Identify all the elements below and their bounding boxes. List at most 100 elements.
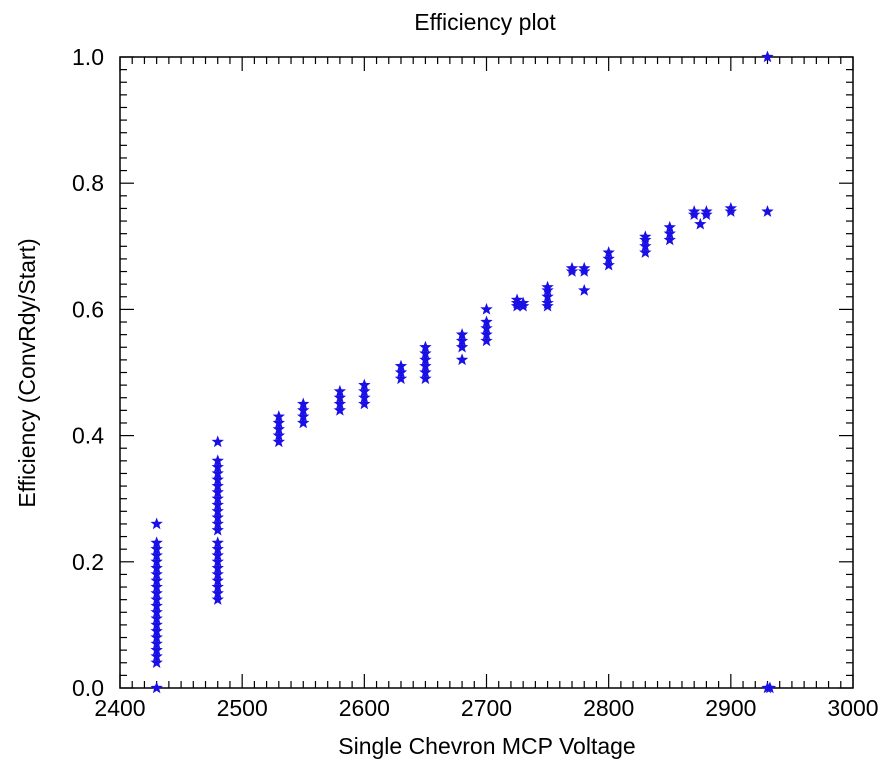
- data-point: [578, 283, 591, 296]
- data-point: [150, 599, 163, 612]
- x-tick-label: 2800: [583, 695, 634, 721]
- data-point: [150, 580, 163, 593]
- data-point: [541, 299, 554, 312]
- data-point: [150, 649, 163, 662]
- data-point: [211, 536, 224, 549]
- y-tick-label: 0.2: [72, 549, 104, 575]
- data-point: [211, 580, 224, 593]
- data-point: [211, 593, 224, 605]
- data-point: [419, 366, 432, 378]
- data-point: [724, 205, 738, 217]
- data-point: [297, 410, 310, 422]
- data-point: [211, 466, 224, 479]
- data-point: [211, 485, 224, 498]
- data-point: [211, 586, 224, 599]
- data-point: [150, 536, 163, 549]
- data-point: [688, 208, 701, 221]
- data-point: [150, 656, 163, 669]
- data-point: [358, 378, 371, 391]
- data-point: [663, 233, 676, 246]
- data-point: [211, 561, 224, 574]
- data-point: [419, 340, 432, 353]
- data-point: [394, 366, 408, 378]
- data-point: [211, 511, 224, 523]
- data-point: [211, 479, 224, 492]
- x-tick-label: 2900: [705, 695, 756, 721]
- data-point: [150, 681, 163, 694]
- data-point: [455, 353, 469, 366]
- data-point: [211, 454, 224, 467]
- data-point: [150, 631, 163, 643]
- data-point: [272, 422, 285, 435]
- data-point: [510, 299, 524, 312]
- y-tick-label: 1.0: [72, 44, 104, 70]
- data-point: [150, 586, 163, 599]
- data-point: [333, 391, 347, 403]
- y-tick-label: 0.4: [72, 423, 104, 449]
- data-point: [602, 252, 615, 265]
- data-point: [419, 347, 432, 359]
- x-tick-labels: 2400 2500 2600 2700 2800 2900 3000: [94, 695, 878, 721]
- data-point: [272, 410, 285, 422]
- data-point: [211, 574, 224, 586]
- data-point: [480, 334, 493, 347]
- data-point: [761, 205, 774, 217]
- data-point: [541, 290, 554, 303]
- data-point: [663, 227, 676, 239]
- data-point: [516, 299, 530, 312]
- data-point: [297, 397, 310, 410]
- data-point: [333, 384, 347, 397]
- data-point: [211, 542, 224, 555]
- chart-title: Efficiency plot: [414, 9, 556, 35]
- y-axis-label: Efficiency (ConvRdy/Start): [14, 238, 40, 507]
- data-point: [419, 372, 432, 385]
- data-point: [578, 265, 591, 277]
- data-point: [211, 548, 224, 561]
- data-point: [455, 334, 469, 347]
- data-point: [700, 208, 713, 221]
- data-point: [565, 265, 579, 277]
- data-point: [150, 548, 163, 561]
- data-point: [150, 517, 163, 530]
- data-point: [211, 435, 224, 448]
- data-point: [211, 492, 224, 504]
- plot-frame: [119, 56, 854, 689]
- data-point: [455, 340, 469, 353]
- data-point: [419, 353, 432, 366]
- x-axis-label: Single Chevron MCP Voltage: [338, 733, 635, 759]
- data-point: [663, 220, 676, 233]
- y-tick-labels: 0.0 0.2 0.4 0.6 0.8 1.0: [72, 44, 104, 701]
- data-point: [694, 217, 707, 230]
- data-point: [211, 460, 224, 473]
- x-tick-label: 3000: [827, 695, 878, 721]
- data-point: [272, 435, 285, 448]
- data-point: [272, 429, 285, 441]
- data-point: [480, 302, 493, 315]
- data-point: [480, 321, 493, 334]
- data-point: [150, 612, 163, 624]
- data-point: [480, 315, 493, 328]
- data-point: [394, 359, 408, 372]
- data-point: [639, 246, 652, 258]
- data-point: [211, 517, 224, 530]
- x-tick-label: 2400: [94, 695, 145, 721]
- data-point: [211, 473, 224, 486]
- data-point: [150, 643, 163, 656]
- data-point: [150, 605, 163, 618]
- y-tick-label: 0.6: [72, 296, 104, 322]
- data-point: [150, 574, 163, 586]
- data-point: [211, 567, 224, 580]
- data-point: [333, 397, 347, 410]
- data-point: [639, 233, 652, 246]
- y-tick-label: 0.0: [72, 675, 104, 701]
- data-point: [455, 328, 469, 340]
- data-point: [150, 542, 163, 555]
- x-tick-label: 2500: [217, 695, 268, 721]
- data-point: [297, 403, 310, 416]
- data-point: [150, 593, 163, 605]
- data-point: [394, 372, 408, 385]
- data-point: [602, 258, 615, 271]
- data-point: [150, 561, 163, 574]
- data-point: [480, 328, 493, 340]
